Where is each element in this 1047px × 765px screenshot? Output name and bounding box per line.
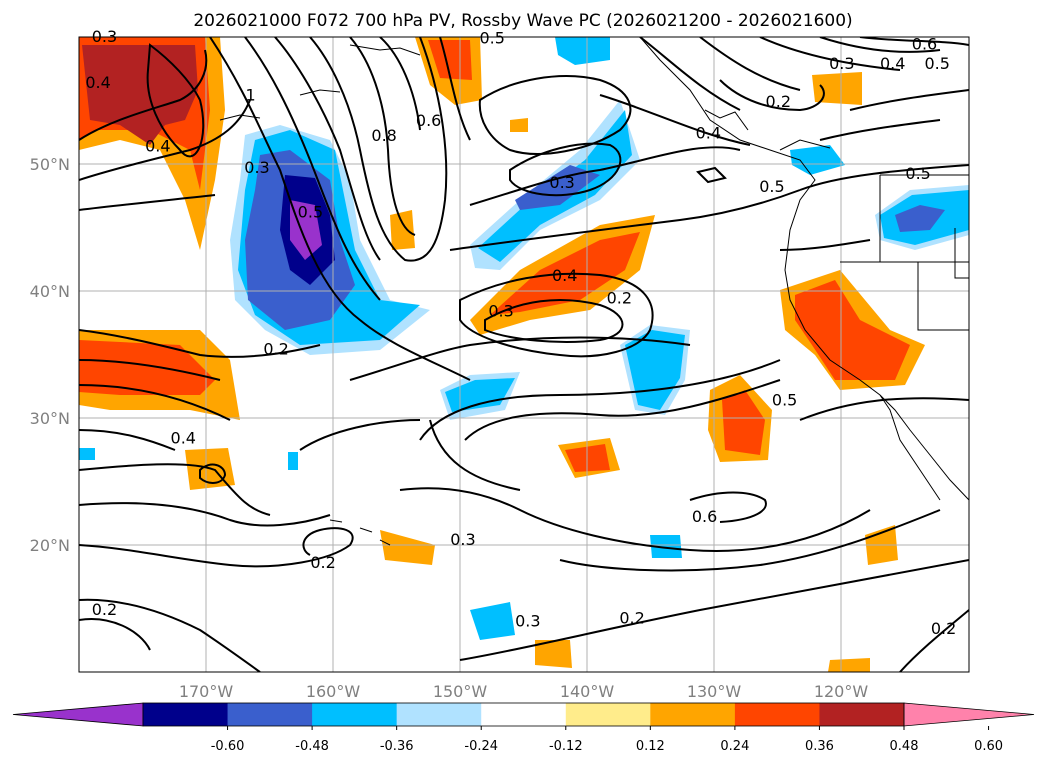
contour-label: 0.4 <box>696 124 721 143</box>
colorbar: -0.60 -0.48 -0.36 -0.24 -0.12 0.12 0.24 0.36 0.4… <box>12 702 1035 754</box>
contour-label: 0.4 <box>171 428 196 447</box>
colorbar-extend-low <box>12 702 144 727</box>
contour-label: 0.2 <box>92 600 117 619</box>
contour-label: 0.5 <box>298 202 323 221</box>
contour-label: 0.6 <box>692 507 717 526</box>
contour-label: 0.4 <box>85 73 110 92</box>
contour-label: 0.2 <box>766 92 791 111</box>
contour-label: 0.5 <box>479 28 504 47</box>
lon-tick-label: 130°W <box>687 682 742 701</box>
colorbar-tick-label: -0.24 <box>464 739 498 754</box>
lon-tick-label: 160°W <box>306 682 361 701</box>
colorbar-tick-label: -0.12 <box>549 739 583 754</box>
contour-label: 0.5 <box>924 54 949 73</box>
colorbar-swatch <box>227 703 313 726</box>
contour-label: 0.4 <box>552 266 577 285</box>
lon-tick-label: 120°W <box>814 682 869 701</box>
gridlines <box>79 37 969 672</box>
map-panel: 0.30.40.5 0.60.50.40.310.60.80.20.40.40.3… <box>78 27 970 673</box>
lat-tick-label: 50°N <box>30 155 70 174</box>
colorbar-swatch <box>565 703 651 726</box>
contour-label: 0.3 <box>549 173 574 192</box>
colorbar-tick-label: -0.60 <box>211 739 245 754</box>
contour-label: 0.4 <box>880 54 905 73</box>
colorbar-tick-label: -0.48 <box>295 739 329 754</box>
colorbar-swatch <box>396 703 482 726</box>
colorbar-frame <box>142 702 905 727</box>
lat-tick-label: 20°N <box>30 536 70 555</box>
figure-title: 2026021000 F072 700 hPa PV, Rossby Wave … <box>193 11 852 31</box>
contour-label: 0.6 <box>912 35 937 54</box>
contour-label: 0.8 <box>371 126 396 145</box>
lon-tick-label: 140°W <box>560 682 615 701</box>
colorbar-swatch <box>734 703 820 726</box>
contour-label: 0.2 <box>931 619 956 638</box>
contour-label: 0.3 <box>515 611 540 630</box>
lon-tick-label: 150°W <box>433 682 488 701</box>
colorbar-tick-label: 0.12 <box>636 739 665 754</box>
pv-contours <box>79 37 969 672</box>
colorbar-tick-label: -0.36 <box>380 739 414 754</box>
contour-label: 1 <box>246 86 256 105</box>
contour-label: 0.6 <box>416 111 441 130</box>
contour-label: 0.3 <box>244 158 269 177</box>
contour-label: 0.2 <box>310 553 335 572</box>
colorbar-swatch <box>650 703 736 726</box>
longitude-tick-labels: 170°W 160°W 150°W 140°W 130°W 120°W <box>179 682 869 701</box>
contour-label: 0.3 <box>829 54 854 73</box>
colorbar-extend-high <box>903 702 1035 727</box>
contour-label: 0.5 <box>759 177 784 196</box>
filled-anomalies <box>79 37 969 672</box>
coastlines <box>219 37 969 546</box>
colorbar-tick-label: 0.48 <box>890 739 919 754</box>
contour-label: 0.3 <box>450 530 475 549</box>
positive-anomaly-nw <box>79 37 225 250</box>
contour-label: 0.2 <box>263 340 288 359</box>
lon-tick-label: 170°W <box>179 682 234 701</box>
colorbar-swatch <box>143 703 229 726</box>
colorbar-swatch <box>819 703 905 726</box>
colorbar-tick-label: 0.24 <box>720 739 749 754</box>
contour-label: 0.4 <box>145 136 170 155</box>
contour-label: 0.2 <box>619 609 644 628</box>
colorbar-swatch <box>481 703 567 726</box>
contour-label: 0.5 <box>905 164 930 183</box>
lat-tick-label: 30°N <box>30 409 70 428</box>
contour-label: 0.3 <box>488 301 513 320</box>
lat-tick-label: 40°N <box>30 282 70 301</box>
contour-label: 0.5 <box>772 390 797 409</box>
colorbar-tick-label: 0.60 <box>974 739 1003 754</box>
contour-label: 0.2 <box>607 289 632 308</box>
latitude-tick-labels: 20°N 30°N 40°N 50°N <box>30 155 70 555</box>
colorbar-swatch <box>312 703 398 726</box>
contour-labels: 0.30.40.5 0.60.50.40.310.60.80.20.40.40.3… <box>85 27 956 638</box>
colorbar-tick-label: 0.36 <box>805 739 834 754</box>
map-frame <box>78 36 970 673</box>
